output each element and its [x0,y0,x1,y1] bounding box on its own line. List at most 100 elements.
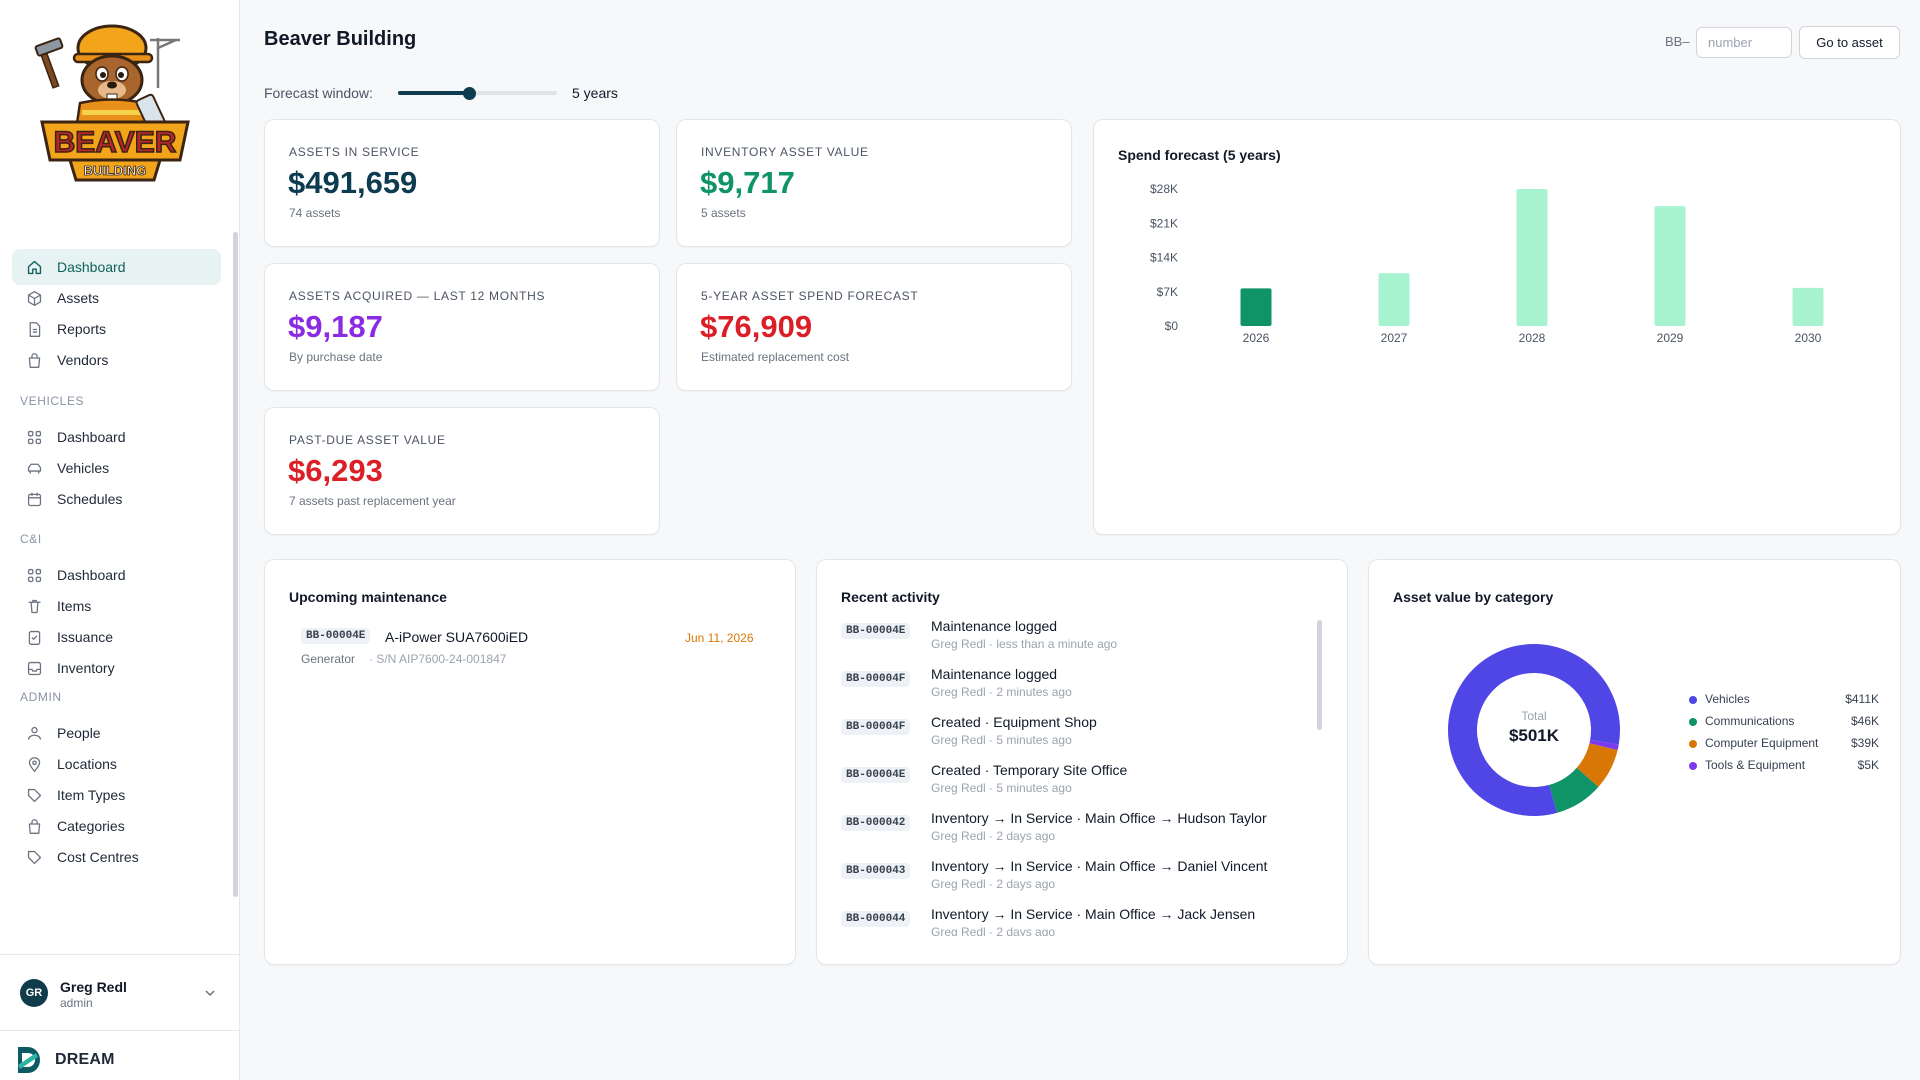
asset-code-badge[interactable]: BB-00004E [841,767,911,783]
cube-icon [27,290,42,306]
section-heading-admin: ADMIN [20,690,62,704]
activity-item[interactable]: BB-00004E Maintenance logged Greg Redl · l… [841,618,1311,666]
bar-2028[interactable] [1516,189,1548,326]
user-menu[interactable]: GR Greg Redl admin [0,954,240,1030]
go-to-asset-button[interactable]: Go to asset [1799,26,1900,59]
sidebar-item-dashboard[interactable]: Dashboard [12,249,221,285]
avatar: GR [20,979,48,1007]
kpi-label: ASSETS ACQUIRED — LAST 12 MONTHS [289,289,546,303]
donut-slice-vehicles[interactable] [1448,644,1620,816]
sidebar-item-schedules[interactable]: Schedules [12,481,221,517]
legend-swatch [1689,740,1697,748]
asset-code-badge[interactable]: BB-000043 [841,863,911,879]
kpi-value: $76,909 [700,309,813,344]
kpi-sub: 5 assets [701,206,746,220]
sidebar-item-vehicles-dashboard[interactable]: Dashboard [12,419,221,455]
asset-code-badge[interactable]: BB-00004F [841,671,911,687]
activity-item[interactable]: BB-00004F Created · Equipment Shop Greg Re… [841,714,1311,762]
forecast-window-slider[interactable] [398,87,557,100]
legend-value: $39K [1850,736,1879,750]
donut-slice-communications[interactable] [1549,767,1599,813]
activity-meta: Greg Redl · 5 minutes ago [931,781,1072,795]
sidebar-item-vendors[interactable]: Vendors [12,342,221,378]
bar-2029[interactable] [1654,206,1686,326]
grid-icon [27,568,42,582]
slider-track [398,91,557,95]
asset-number-input[interactable] [1696,27,1792,58]
sidebar-item-categories[interactable]: Categories [12,808,221,844]
sidebar-item-items[interactable]: Items [12,588,221,624]
sidebar-item-label: Schedules [57,491,123,507]
bar-2027[interactable] [1378,273,1410,326]
beaver-building-logo[interactable]: BEAVER BUILDING [30,18,200,193]
brand-name: DREAM [55,1051,115,1068]
kpi-value: $6,293 [288,453,383,488]
asset-code-badge[interactable]: BB-00004E [301,628,371,644]
brand-footer: DREAM [0,1030,240,1080]
kpi-value: $9,187 [288,309,383,344]
sidebar-item-item-types[interactable]: Item Types [12,777,221,813]
tag-icon [27,788,42,802]
people-icon [27,726,42,740]
chevron-down-icon[interactable] [203,986,217,1000]
legend-label: Communications [1705,714,1795,728]
donut-center-value: $501K [1509,726,1560,745]
user-role: admin [60,996,93,1010]
activity-item[interactable]: BB-00004E Created · Temporary Site Office… [841,762,1311,810]
y-tick-label: $0 [1165,319,1179,333]
sidebar-item-label: Dashboard [57,567,126,583]
bar-2030[interactable] [1792,287,1824,326]
sidebar-item-ci-dashboard[interactable]: Dashboard [12,557,221,593]
sidebar-item-vehicles[interactable]: Vehicles [12,450,221,486]
activity-title: Maintenance logged [931,618,1058,634]
asset-code-badge[interactable]: BB-000042 [841,815,911,831]
sidebar-scrollbar[interactable] [233,232,238,897]
donut-slice-tools-equipment[interactable] [1589,739,1619,750]
sidebar-item-people[interactable]: People [12,715,221,751]
sidebar-item-label: Categories [57,818,125,834]
legend-value: $411K [1845,692,1879,706]
kpi-sub: By purchase date [289,350,383,364]
slider-thumb[interactable] [462,87,476,100]
sidebar-item-locations[interactable]: Locations [12,746,221,782]
recent-activity-card: Recent activity BB-00004E Maintenance log… [816,559,1348,965]
home-icon [27,260,42,274]
sidebar: BEAVER BUILDING Dashboard Assets Reports… [0,0,240,1080]
sidebar-item-label: Issuance [57,629,114,645]
card-title: Recent activity [841,589,940,605]
kpi-sub: 74 assets [289,206,341,220]
asset-code-badge[interactable]: BB-00004F [841,719,911,735]
legend-label: Tools & Equipment [1705,758,1806,772]
activity-title: Inventory → In Service · Main Office → H… [931,810,1267,826]
kpi-card-assets-acquired: ASSETS ACQUIRED — LAST 12 MONTHS $9,187 … [264,263,660,391]
sidebar-item-label: Vendors [57,352,109,368]
activity-meta: Greg Redl · 5 minutes ago [931,733,1072,747]
x-tick-label: 2027 [1381,331,1408,345]
sidebar-item-reports[interactable]: Reports [12,311,221,347]
sidebar-item-cost-centres[interactable]: Cost Centres [12,839,221,875]
activity-item[interactable]: BB-000042 Inventory → In Service · Main O… [841,810,1311,858]
kpi-sub: Estimated replacement cost [701,350,850,364]
donut-slice-computer-equipment[interactable] [1576,743,1618,787]
y-tick-label: $28K [1150,182,1178,196]
asset-code-badge[interactable]: BB-000044 [841,911,911,927]
bar-2026[interactable] [1240,288,1272,326]
activity-title: Inventory → In Service · Main Office → J… [931,906,1256,922]
kpi-sub: 7 assets past replacement year [289,494,456,508]
svg-text:BUILDING: BUILDING [84,163,147,178]
asset-code-badge[interactable]: BB-00004E [841,623,911,639]
activity-meta: Greg Redl · 2 days ago [931,877,1056,891]
activity-item[interactable]: BB-00004F Maintenance logged Greg Redl · 2… [841,666,1311,714]
x-tick-label: 2026 [1243,331,1270,345]
activity-item[interactable]: BB-000044 Inventory → In Service · Main O… [841,906,1311,936]
sidebar-item-label: Cost Centres [57,849,139,865]
kpi-label: PAST-DUE ASSET VALUE [289,433,446,447]
activity-item[interactable]: BB-000043 Inventory → In Service · Main O… [841,858,1311,906]
sidebar-item-inventory[interactable]: Inventory [12,650,221,686]
sidebar-item-assets[interactable]: Assets [12,280,221,316]
y-tick-label: $21K [1150,216,1178,230]
sidebar-item-issuance[interactable]: Issuance [12,619,221,655]
sidebar-item-label: Vehicles [57,460,110,476]
activity-scrollbar[interactable] [1317,620,1322,730]
kpi-card-past-due: PAST-DUE ASSET VALUE $6,293 7 assets pas… [264,407,660,535]
